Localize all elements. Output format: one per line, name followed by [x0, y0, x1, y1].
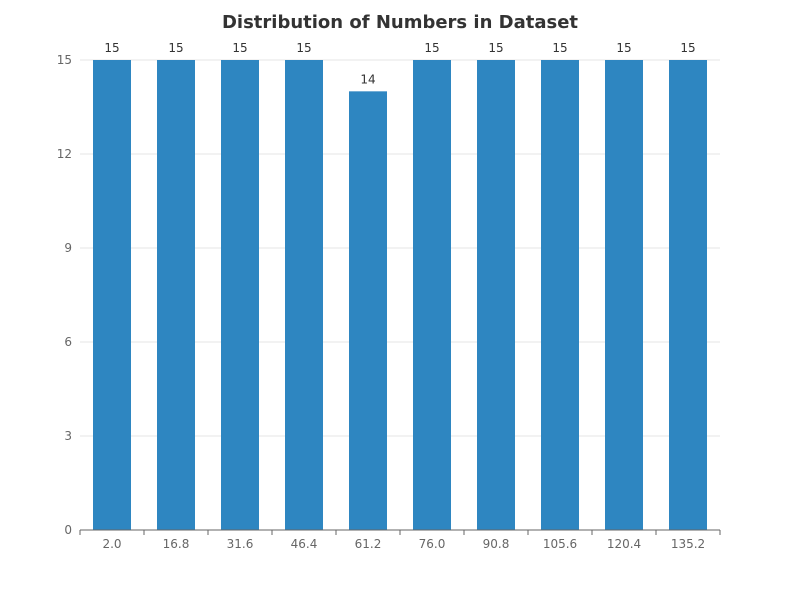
bar	[285, 60, 323, 530]
x-tick-label: 105.6	[543, 537, 577, 551]
bar-value-label: 15	[296, 41, 311, 55]
y-tick-label: 15	[57, 53, 72, 67]
bar-value-label: 15	[552, 41, 567, 55]
y-tick-label: 12	[57, 147, 72, 161]
x-tick-label: 61.2	[355, 537, 382, 551]
x-tick-label: 90.8	[483, 537, 510, 551]
y-tick-label: 6	[64, 335, 72, 349]
bar	[157, 60, 195, 530]
bar	[349, 91, 387, 530]
data-labels: 15 15 15 15 14 15 15 15 15 15	[104, 41, 695, 86]
bar-value-label: 15	[232, 41, 247, 55]
bar	[413, 60, 451, 530]
bar-value-label: 15	[680, 41, 695, 55]
x-tick-label: 120.4	[607, 537, 641, 551]
bar-value-label: 15	[168, 41, 183, 55]
bar	[93, 60, 131, 530]
bar-value-label: 15	[104, 41, 119, 55]
y-tick-label: 0	[64, 523, 72, 537]
bars	[93, 60, 707, 530]
x-tick-label: 2.0	[102, 537, 121, 551]
y-tick-label: 9	[64, 241, 72, 255]
y-tick-label: 3	[64, 429, 72, 443]
bar-value-label: 15	[488, 41, 503, 55]
x-tick-label: 31.6	[227, 537, 254, 551]
bar-value-label: 15	[424, 41, 439, 55]
bar	[477, 60, 515, 530]
axes: 0 3 6 9 12 15 2.0 16.8 31.6 46.4 61.2 76.0 90.8 105.6…	[57, 53, 721, 551]
x-tick-label: 76.0	[419, 537, 446, 551]
x-tick-label: 16.8	[163, 537, 190, 551]
bar-value-label: 14	[360, 72, 375, 86]
bar	[221, 60, 259, 530]
bar	[669, 60, 707, 530]
x-tick-label: 46.4	[291, 537, 318, 551]
bar-value-label: 15	[616, 41, 631, 55]
bar	[541, 60, 579, 530]
chart-title: Distribution of Numbers in Dataset	[222, 12, 578, 33]
bar	[605, 60, 643, 530]
x-tick-label: 135.2	[671, 537, 705, 551]
